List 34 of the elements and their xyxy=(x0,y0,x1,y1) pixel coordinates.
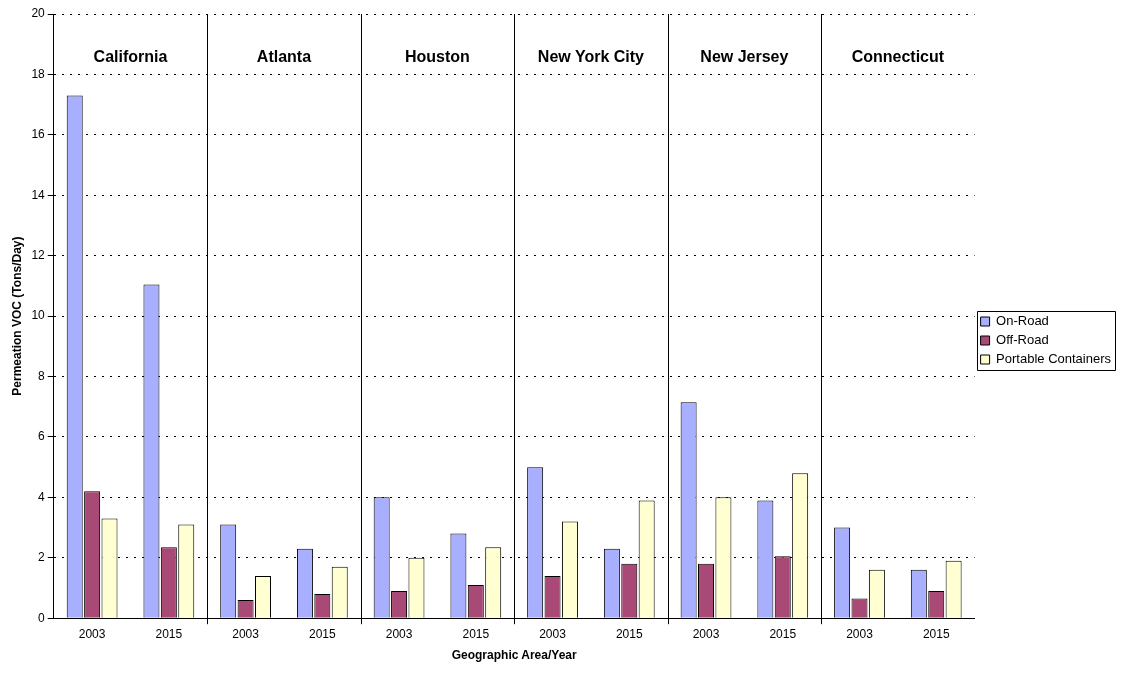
x-tick-label: 2015 xyxy=(769,626,797,641)
x-tick-label: 2015 xyxy=(308,626,336,641)
y-tick-label: 2 xyxy=(38,550,46,565)
legend-label: Off-Road xyxy=(996,332,1049,348)
legend-label: Portable Containers xyxy=(996,351,1112,367)
y-tick-label: 18 xyxy=(31,66,46,81)
x-tick-label: 2003 xyxy=(385,626,413,641)
y-tick-label: 14 xyxy=(31,187,46,202)
y-tick-label: 0 xyxy=(38,610,46,625)
x-axis-title: Geographic Area/Year xyxy=(451,648,577,663)
y-tick-label: 6 xyxy=(38,429,46,444)
annotation: Houston xyxy=(405,48,470,66)
x-tick-label: 2003 xyxy=(692,626,720,641)
y-tick-label: 16 xyxy=(31,127,46,142)
y-tick-label: 4 xyxy=(38,489,46,504)
x-tick-label: 2003 xyxy=(78,626,106,641)
y-tick-label: 8 xyxy=(38,368,46,383)
annotation: New York City xyxy=(537,48,645,66)
x-tick-label: 2003 xyxy=(846,626,874,641)
annotation: California xyxy=(93,48,168,66)
y-axis-title: Permeation VOC (Tons/Day) xyxy=(9,236,24,396)
annotation: New Jersey xyxy=(700,48,789,66)
y-tick-label: 12 xyxy=(31,247,46,262)
x-tick-label: 2015 xyxy=(155,626,183,641)
y-tick-label: 20 xyxy=(31,6,46,21)
annotation: Connecticut xyxy=(851,48,945,66)
x-tick-label: 2015 xyxy=(615,626,643,641)
x-tick-label: 2003 xyxy=(232,626,260,641)
y-tick-label: 10 xyxy=(31,308,46,323)
x-tick-label: 2003 xyxy=(539,626,567,641)
legend-label: On-Road xyxy=(996,313,1049,329)
x-tick-label: 2015 xyxy=(462,626,490,641)
x-tick-label: 2015 xyxy=(922,626,950,641)
annotation: Atlanta xyxy=(256,48,312,66)
